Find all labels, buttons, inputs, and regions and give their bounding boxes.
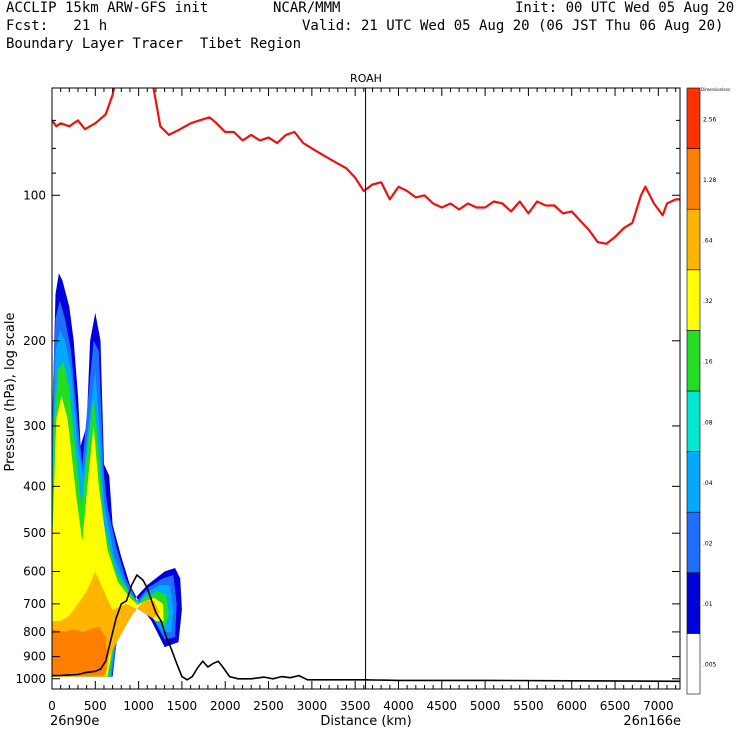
x-tick-label: 3500	[340, 699, 371, 713]
colorbar-unit-label: Dimensionless	[701, 87, 730, 92]
header-product: Boundary Layer Tracer Tibet Region	[6, 36, 302, 52]
y-tick-label: 900	[23, 650, 46, 664]
x-tick-label: 2500	[253, 699, 284, 713]
x-tick-label: 5500	[513, 699, 544, 713]
header-source: NCAR/MMM	[273, 0, 341, 16]
terrain-line	[52, 574, 680, 683]
x-tick-label: 5000	[470, 699, 501, 713]
colorbar-cell	[686, 572, 701, 634]
header-model: ACCLIP 15km ARW-GFS init	[6, 0, 209, 16]
x-tick-label: 0	[48, 699, 56, 713]
x-tick-label: 500	[84, 699, 107, 713]
colorbar-cell	[686, 148, 701, 210]
colorbar-cell	[686, 87, 701, 149]
colorbar-level-label: .04	[703, 480, 713, 487]
x-right-label: 26n166e	[623, 714, 681, 729]
y-axis-label: Pressure (hPa), log scale	[3, 313, 18, 472]
colorbar-cell	[686, 511, 701, 574]
x-tick-label: 6000	[556, 699, 587, 713]
header-fcst: Fcst: 21 h	[6, 18, 108, 34]
colorbar-level-label: .64	[703, 238, 713, 245]
colorbar-cell	[686, 390, 701, 452]
colorbar-cell	[686, 208, 701, 271]
colorbar-level-label: 2.56	[703, 116, 717, 123]
y-tick-label: 300	[23, 419, 46, 433]
x-tick-label: 4000	[383, 699, 414, 713]
colorbar-cell	[686, 330, 701, 392]
colorbar-level-label: 1.28	[703, 177, 717, 184]
tropopause-line	[52, 88, 680, 245]
colorbar-level-label: .32	[703, 298, 713, 305]
x-axis-label: Distance (km)	[320, 714, 411, 729]
x-left-label: 26n90e	[50, 714, 99, 729]
y-tick-label: 600	[23, 564, 46, 578]
y-tick-label: 200	[23, 334, 46, 348]
x-tick-label: 3000	[297, 699, 328, 713]
y-tick-label: 400	[23, 479, 46, 493]
colorbar-level-label: .08	[703, 419, 713, 426]
colorbar-level-label: .01	[703, 601, 713, 608]
colorbar-cell	[686, 633, 701, 695]
x-tick-label: 4500	[427, 699, 458, 713]
header-valid: Valid: 21 UTC Wed 05 Aug 20 (06 JST Thu …	[302, 18, 724, 34]
colorbar-cell	[686, 451, 701, 513]
x-tick-label: 1500	[167, 699, 198, 713]
colorbar-level-label: .02	[703, 541, 713, 548]
colorbar-cell	[686, 269, 701, 331]
colorbar: .005 .01 .02 .04 .08 .16 .32 .64 1.28 2.56 Dimensi…	[686, 87, 730, 695]
chart-title: ROAH	[350, 72, 382, 85]
y-tick-label: 1000	[15, 672, 46, 686]
plot-frame	[51, 87, 681, 690]
x-tick-label: 1000	[123, 699, 154, 713]
x-tick-label: 7000	[643, 699, 674, 713]
x-tick-label: 2000	[210, 699, 241, 713]
y-tick-label: 800	[23, 625, 46, 639]
y-tick-label: 100	[23, 188, 46, 202]
tracer-plumes	[52, 273, 182, 677]
y-tick-label: 700	[23, 597, 46, 611]
x-tick-label: 6500	[600, 699, 631, 713]
header-init: Init: 00 UTC Wed 05 Aug 20	[515, 0, 735, 16]
colorbar-level-label: .16	[703, 359, 713, 366]
y-tick-label: 500	[23, 526, 46, 540]
plume-level-08	[52, 626, 108, 676]
colorbar-level-label: .005	[703, 662, 717, 669]
